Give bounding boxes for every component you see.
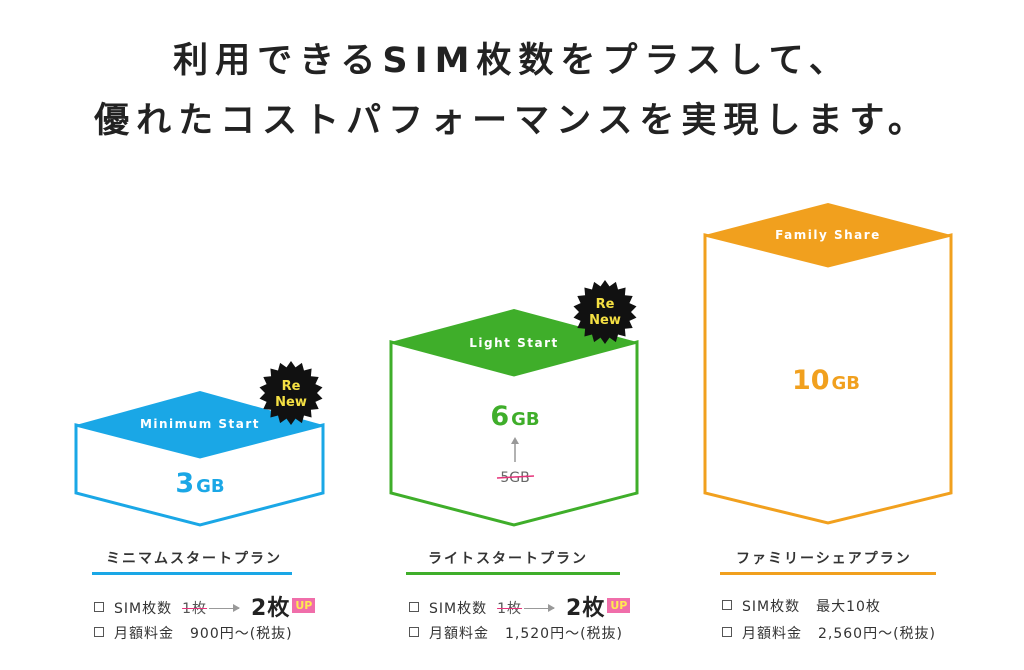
sim-new-count: 2枚 bbox=[251, 596, 291, 621]
up-arrow-icon bbox=[511, 437, 519, 462]
family-share-box: Family Share 10 GB bbox=[703, 203, 953, 525]
renew-badge-minimum: Re New bbox=[259, 361, 323, 425]
light-start-old-data: 5GB bbox=[500, 470, 529, 486]
svg-text:New: New bbox=[589, 313, 621, 328]
spec-label: SIM枚数 bbox=[114, 601, 173, 617]
spec-sim-family: SIM枚数 最大10枚 bbox=[722, 600, 881, 614]
sim-new-count: 2枚 bbox=[566, 596, 606, 621]
plan-name-light: ライトスタートプラン bbox=[428, 551, 588, 567]
family-share-tag: Family Share bbox=[775, 228, 881, 242]
minimum-start-box: Minimum Start 3 GB bbox=[74, 391, 325, 527]
fee-value: 900円〜(税抜) bbox=[190, 626, 293, 642]
up-badge: UP bbox=[292, 598, 316, 613]
plan-name-family: ファミリーシェアプラン bbox=[736, 551, 912, 567]
checkbox-square-icon bbox=[722, 627, 732, 637]
fee-value: 1,520円〜(税抜) bbox=[505, 626, 624, 642]
right-arrow-icon bbox=[209, 604, 241, 612]
svg-text:Re: Re bbox=[282, 379, 301, 394]
plan-underline-family bbox=[720, 572, 936, 575]
checkbox-square-icon bbox=[94, 627, 104, 637]
sim-max-count: 最大10枚 bbox=[816, 599, 881, 615]
up-badge: UP bbox=[607, 598, 631, 613]
checkbox-square-icon bbox=[409, 627, 419, 637]
spec-label: SIM枚数 bbox=[742, 599, 801, 615]
spec-fee-minimum: 月額料金 900円〜(税抜) bbox=[94, 627, 293, 641]
spec-label: 月額料金 bbox=[742, 626, 802, 642]
light-start-data: 6 GB bbox=[490, 401, 539, 432]
sim-old-count: 1枚 bbox=[497, 601, 523, 617]
renew-badge-light: Re New bbox=[573, 280, 637, 344]
spec-label: 月額料金 bbox=[429, 626, 489, 642]
light-start-box: Light Start 6 GB 5GB bbox=[389, 309, 639, 527]
spec-fee-family: 月額料金 2,560円〜(税抜) bbox=[722, 627, 936, 641]
old-data-strike bbox=[496, 475, 535, 479]
minimum-start-data: 3 GB bbox=[175, 468, 224, 499]
right-arrow-icon bbox=[524, 604, 556, 612]
svg-text:New: New bbox=[275, 395, 307, 410]
checkbox-square-icon bbox=[409, 602, 419, 612]
light-start-tag: Light Start bbox=[469, 336, 558, 350]
spec-fee-light: 月額料金 1,520円〜(税抜) bbox=[409, 627, 623, 641]
spec-sim-minimum: SIM枚数 1枚 2枚 UP bbox=[94, 596, 316, 621]
spec-sim-light: SIM枚数 1枚 2枚 UP bbox=[409, 596, 631, 621]
spec-label: SIM枚数 bbox=[429, 601, 488, 617]
headline-line-1: 利用できるSIM枚数をプラスして、 bbox=[173, 41, 851, 81]
sim-old-count: 1枚 bbox=[182, 601, 208, 617]
svg-text:Re: Re bbox=[596, 297, 615, 312]
fee-value: 2,560円〜(税抜) bbox=[818, 626, 937, 642]
checkbox-square-icon bbox=[94, 602, 104, 612]
spec-label: 月額料金 bbox=[114, 626, 174, 642]
minimum-start-tag: Minimum Start bbox=[140, 417, 260, 431]
plan-underline-light bbox=[406, 572, 620, 575]
family-share-data: 10 GB bbox=[792, 365, 860, 396]
plan-name-minimum: ミニマムスタートプラン bbox=[106, 551, 282, 567]
headline-line-2: 優れたコストパフォーマンスを実現します。 bbox=[94, 101, 930, 141]
plan-underline-minimum bbox=[92, 572, 292, 575]
checkbox-square-icon bbox=[722, 600, 732, 610]
